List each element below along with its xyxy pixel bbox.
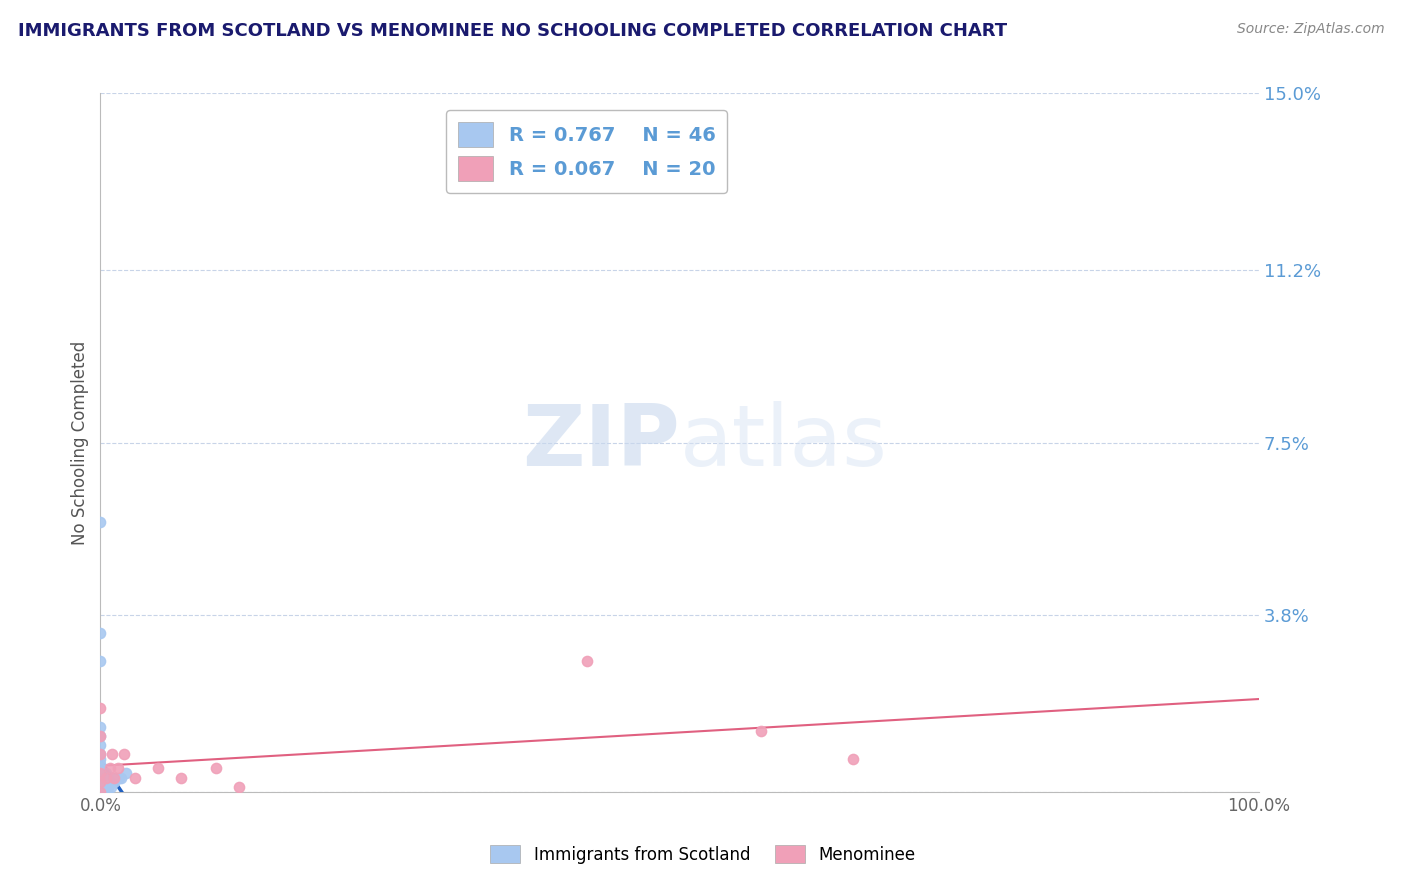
Point: [89, 780, 111, 794]
Point: [89, 775, 111, 789]
Point: [842, 752, 865, 766]
Point: [94, 766, 117, 780]
Point: [94, 775, 117, 789]
Point: [93, 771, 115, 785]
Y-axis label: No Schooling Completed: No Schooling Completed: [72, 341, 89, 545]
Point: [89, 747, 111, 762]
Legend: Immigrants from Scotland, Menominee: Immigrants from Scotland, Menominee: [484, 838, 922, 871]
Point: [89, 515, 111, 529]
Point: [94, 771, 117, 785]
Point: [94, 780, 117, 794]
Point: [89, 752, 111, 766]
Point: [89, 654, 111, 668]
Point: [97, 771, 120, 785]
Point: [91, 775, 114, 789]
Point: [89, 626, 111, 640]
Point: [89, 780, 111, 794]
Text: atlas: atlas: [679, 401, 887, 484]
Point: [97, 780, 120, 794]
Point: [98, 775, 121, 789]
Point: [93, 780, 115, 794]
Legend: R = 0.767    N = 46, R = 0.067    N = 20: R = 0.767 N = 46, R = 0.067 N = 20: [447, 110, 727, 193]
Point: [89, 761, 111, 775]
Point: [103, 775, 125, 789]
Point: [94, 785, 117, 799]
Point: [148, 761, 170, 775]
Point: [89, 719, 111, 733]
Point: [114, 766, 136, 780]
Point: [89, 775, 111, 789]
Point: [89, 771, 111, 785]
Point: [89, 785, 111, 799]
Point: [89, 701, 111, 715]
Point: [100, 780, 122, 794]
Point: [89, 771, 111, 785]
Point: [101, 775, 124, 789]
Point: [89, 785, 111, 799]
Point: [89, 785, 111, 799]
Point: [89, 785, 111, 799]
Point: [89, 785, 111, 799]
Point: [108, 771, 131, 785]
Point: [89, 766, 111, 780]
Point: [205, 761, 228, 775]
Point: [104, 771, 127, 785]
Text: Source: ZipAtlas.com: Source: ZipAtlas.com: [1237, 22, 1385, 37]
Point: [749, 724, 772, 739]
Point: [89, 775, 111, 789]
Point: [89, 756, 111, 771]
Point: [89, 729, 111, 743]
Point: [89, 785, 111, 799]
Point: [575, 654, 598, 668]
Text: IMMIGRANTS FROM SCOTLAND VS MENOMINEE NO SCHOOLING COMPLETED CORRELATION CHART: IMMIGRANTS FROM SCOTLAND VS MENOMINEE NO…: [18, 22, 1008, 40]
Point: [89, 766, 111, 780]
Point: [91, 780, 114, 794]
Point: [94, 771, 117, 785]
Point: [124, 771, 146, 785]
Point: [170, 771, 193, 785]
Point: [98, 761, 121, 775]
Point: [101, 771, 124, 785]
Point: [89, 780, 111, 794]
Text: ZIP: ZIP: [522, 401, 679, 484]
Point: [89, 747, 111, 762]
Point: [228, 780, 250, 794]
Point: [110, 771, 132, 785]
Point: [93, 775, 115, 789]
Point: [103, 771, 125, 785]
Point: [101, 747, 124, 762]
Point: [107, 761, 129, 775]
Point: [89, 785, 111, 799]
Point: [89, 738, 111, 752]
Point: [89, 729, 111, 743]
Point: [112, 747, 135, 762]
Point: [94, 780, 117, 794]
